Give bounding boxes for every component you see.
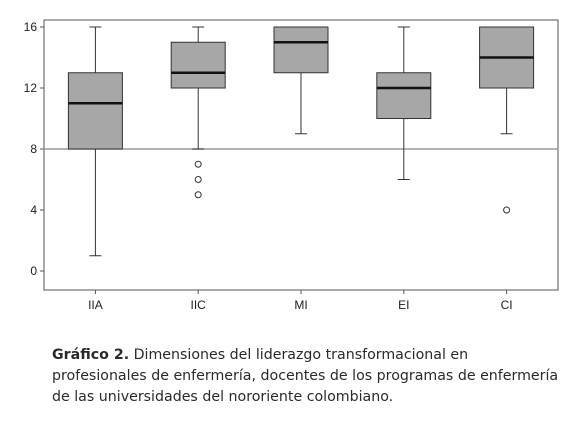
- outlier-point: [194, 191, 202, 199]
- y-tick-label: 16: [24, 20, 38, 34]
- x-axis: IIA IIC MI EI CI: [88, 290, 513, 312]
- box-EI: [376, 72, 432, 119]
- caption-text: Dimensiones del liderazgo transformacion…: [52, 347, 559, 405]
- outlier-point: [503, 206, 511, 214]
- caption-label: Gráfico 2.: [52, 347, 130, 363]
- boxplot-chart: 0 4 8 12 16 IIA IIC MI EI CI: [24, 19, 559, 312]
- outlier-point: [194, 160, 202, 168]
- y-axis: 0 4 8 12 16: [24, 20, 44, 278]
- x-tick-label: IIA: [88, 298, 103, 312]
- box-IIC: [170, 41, 226, 89]
- boxes-group: [67, 26, 535, 257]
- y-tick-label: 0: [30, 264, 37, 278]
- y-tick-label: 8: [30, 142, 37, 156]
- y-tick-label: 12: [24, 81, 38, 95]
- outlier-point: [194, 176, 202, 183]
- x-tick-label: IIC: [191, 298, 207, 312]
- y-tick-label: 4: [30, 203, 37, 217]
- figure-caption: Gráfico 2. Dimensiones del liderazgo tra…: [52, 345, 560, 408]
- box-IIA: [67, 72, 123, 150]
- x-tick-label: CI: [501, 298, 513, 312]
- x-tick-label: MI: [294, 298, 307, 312]
- box-MI: [273, 26, 329, 74]
- x-tick-label: EI: [398, 298, 409, 312]
